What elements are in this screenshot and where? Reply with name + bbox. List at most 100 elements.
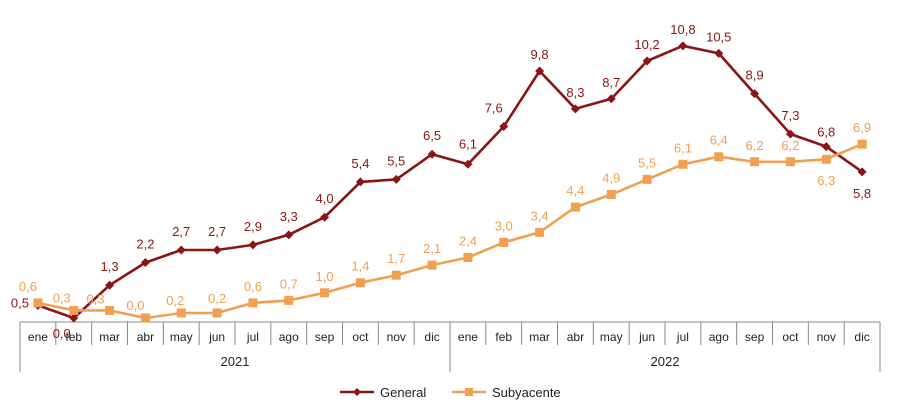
- data-point-marker: [391, 270, 401, 280]
- data-point-marker: [678, 41, 688, 51]
- data-point-marker: [606, 190, 616, 200]
- data-label: 7,3: [781, 108, 799, 123]
- data-labels: 0,5 0,0 1,3 2,2 2,7 2,7 2,9 3,3 4,0 5,4 5,5 6,5 6,1 7…: [11, 22, 871, 341]
- x-tick-label: ago: [709, 330, 729, 344]
- data-point-marker: [105, 305, 115, 315]
- data-point-marker: [750, 89, 760, 99]
- data-label: 0,0: [126, 298, 144, 313]
- data-point-marker: [355, 177, 365, 187]
- legend-label: General: [380, 385, 426, 400]
- data-point-marker: [857, 167, 867, 177]
- data-point-marker: [69, 305, 79, 315]
- data-label: 5,4: [351, 156, 369, 171]
- data-label: 1,3: [101, 259, 119, 274]
- legend-marker: [353, 388, 361, 396]
- x-tick-label: abr: [137, 330, 154, 344]
- x-tick-label: nov: [387, 330, 406, 344]
- data-point-marker: [821, 154, 831, 164]
- data-label: 10,5: [706, 29, 731, 44]
- data-point-marker: [248, 298, 258, 308]
- x-tick-label: abr: [567, 330, 584, 344]
- x-axis: ene feb mar abr may jun jul ago sep oct nov dic ene f…: [19, 321, 881, 372]
- data-point-marker: [355, 278, 365, 288]
- x-tick-label: feb: [65, 330, 82, 344]
- data-label: 8,3: [566, 85, 584, 100]
- x-tick-label: oct: [782, 330, 799, 344]
- data-label: 5,8: [853, 186, 871, 201]
- data-point-marker: [320, 212, 330, 222]
- data-point-marker: [570, 104, 580, 114]
- legend: General Subyacente: [340, 385, 561, 400]
- x-tick-label: jun: [208, 330, 225, 344]
- data-point-marker: [427, 260, 437, 270]
- data-point-marker: [176, 308, 186, 318]
- x-tick-label: sep: [315, 330, 335, 344]
- data-point-marker: [785, 157, 795, 167]
- x-tick-label: ago: [279, 330, 299, 344]
- data-point-marker: [140, 313, 150, 323]
- x-tick-label: dic: [424, 330, 439, 344]
- plot-area: [33, 41, 867, 323]
- data-label: 1,7: [387, 251, 405, 266]
- data-point-marker: [248, 240, 258, 250]
- data-point-marker: [105, 280, 115, 290]
- data-point-marker: [570, 202, 580, 212]
- data-point-marker: [642, 56, 652, 66]
- data-label: 7,6: [485, 100, 503, 115]
- data-label: 6,3: [817, 173, 835, 188]
- data-label: 5,5: [387, 153, 405, 168]
- data-label: 0,3: [53, 290, 71, 305]
- x-tick-label: may: [600, 330, 623, 344]
- data-label: 6,4: [710, 133, 728, 148]
- data-point-marker: [750, 157, 760, 167]
- data-label: 0,2: [208, 291, 226, 306]
- x-tick-label: oct: [352, 330, 369, 344]
- legend-marker: [465, 388, 473, 396]
- data-point-marker: [391, 174, 401, 184]
- data-point-marker: [33, 298, 43, 308]
- data-point-marker: [463, 253, 473, 263]
- data-label: 3,3: [280, 209, 298, 224]
- data-label: 10,8: [670, 22, 695, 37]
- data-point-marker: [427, 149, 437, 159]
- data-label: 6,2: [746, 138, 764, 153]
- data-point-marker: [678, 159, 688, 169]
- x-tick-label: mar: [529, 330, 550, 344]
- data-label: 8,7: [602, 75, 620, 90]
- data-label: 3,0: [495, 218, 513, 233]
- data-label: 8,9: [746, 68, 764, 83]
- year-label: 2022: [651, 354, 680, 369]
- series-line-subyacente: [37, 142, 863, 320]
- data-label: 0,5: [11, 295, 29, 310]
- x-tick-label: mar: [99, 330, 120, 344]
- series-general: [33, 41, 867, 323]
- data-point-marker: [212, 308, 222, 318]
- x-tick-label: ene: [458, 330, 478, 344]
- data-label: 1,0: [316, 269, 334, 284]
- data-label: 0,7: [280, 276, 298, 291]
- data-label: 3,4: [531, 208, 549, 223]
- data-label: 0,6: [244, 279, 262, 294]
- x-tick-label: sep: [745, 330, 765, 344]
- data-point-marker: [714, 48, 724, 58]
- data-point-marker: [857, 139, 867, 149]
- data-label: 2,7: [172, 224, 190, 239]
- data-label: 4,9: [602, 171, 620, 186]
- data-label: 0,3: [87, 291, 105, 306]
- series-subyacente: [33, 139, 867, 323]
- data-label: 0,6: [19, 279, 37, 294]
- x-tick-label: may: [170, 330, 193, 344]
- data-label: 6,2: [781, 138, 799, 153]
- data-label: 0,2: [166, 293, 184, 308]
- data-label: 2,9: [244, 219, 262, 234]
- data-point-marker: [642, 174, 652, 184]
- x-tick-label: jul: [676, 330, 689, 344]
- year-label: 2021: [221, 354, 250, 369]
- data-point-marker: [821, 142, 831, 152]
- data-label: 4,4: [566, 183, 584, 198]
- data-label: 5,5: [638, 155, 656, 170]
- data-point-marker: [785, 129, 795, 139]
- data-point-marker: [535, 66, 545, 76]
- data-label: 0,0: [53, 326, 71, 341]
